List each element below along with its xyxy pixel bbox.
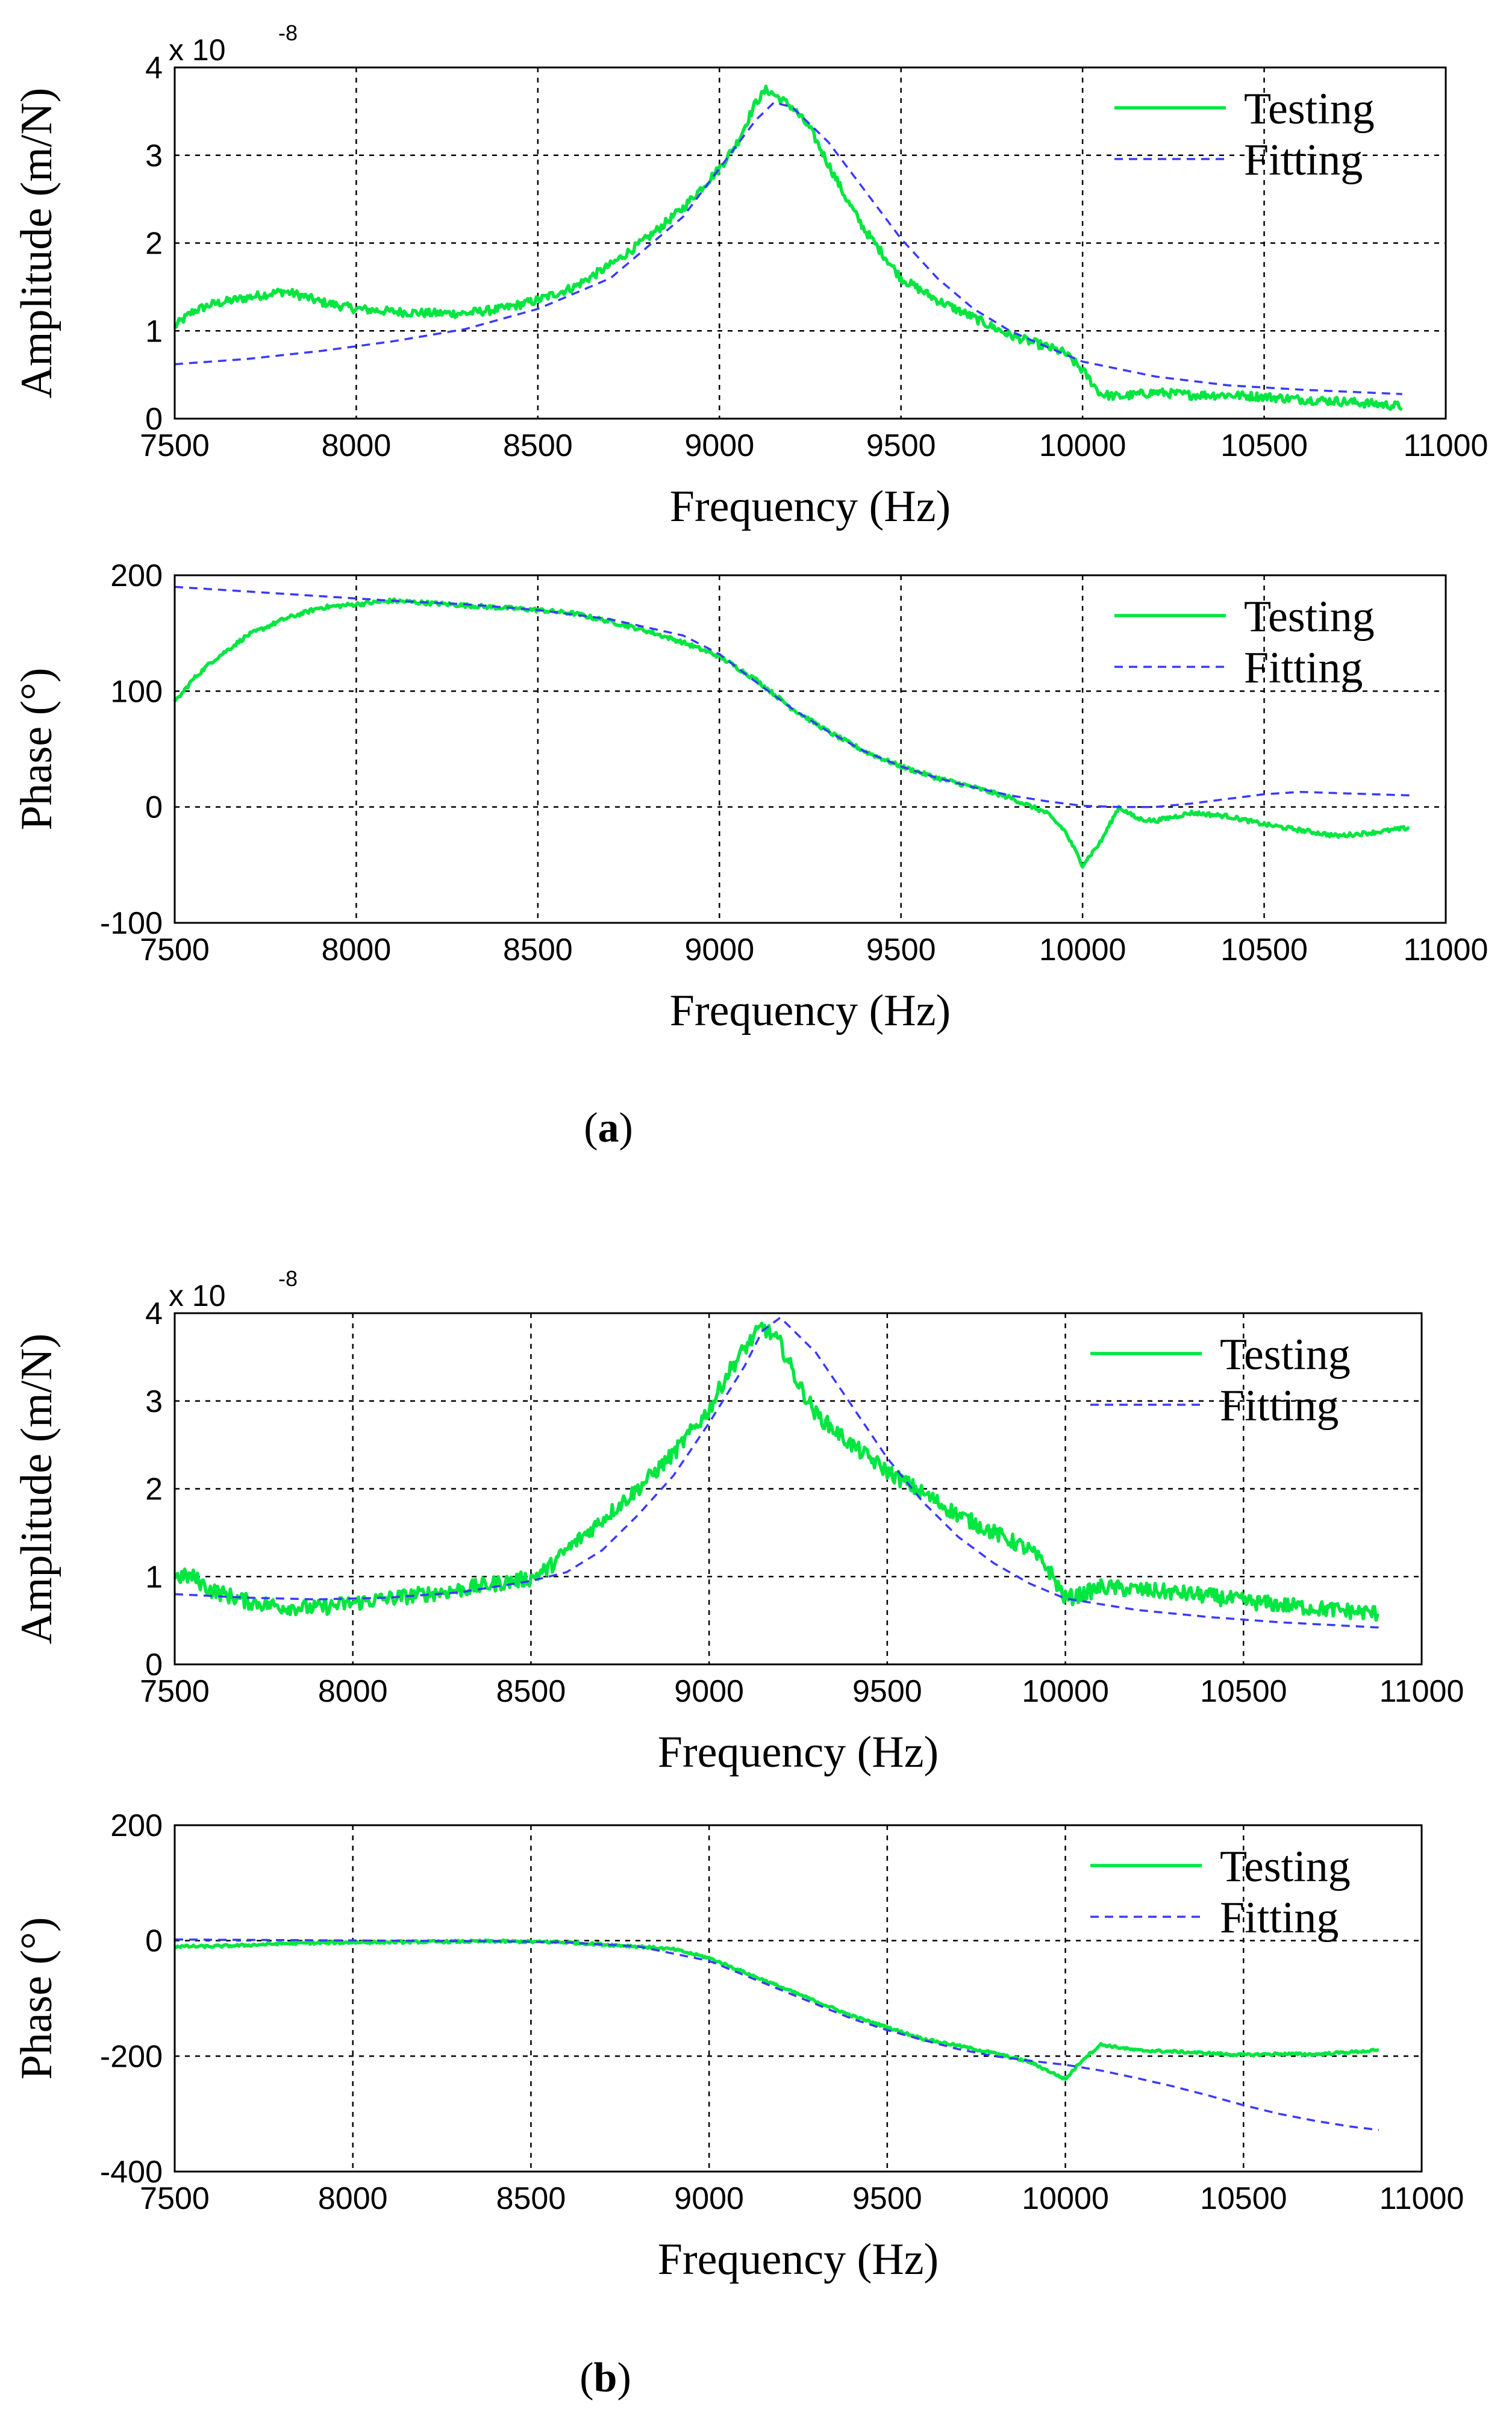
caption-a: (a): [584, 1105, 633, 1151]
y-exponent-power: -8: [278, 1266, 298, 1291]
x-tick-label: 10000: [1022, 2181, 1109, 2216]
x-tick-label: 11000: [1379, 2181, 1464, 2216]
x-tick-label: 7500: [140, 1674, 210, 1709]
legend-label-testing: Testing: [1244, 84, 1375, 134]
series-testing-line: [173, 597, 1410, 869]
x-tick-label: 11000: [1404, 932, 1489, 967]
chart-a-amplitude: 7500 8000 8500 9000 9500 10000 10500 11000 0 1 2 3 4…: [12, 20, 1488, 531]
y-tick-label: 200: [110, 558, 163, 593]
plot-frame: [173, 1824, 1423, 2173]
y-tick-label: 1: [145, 314, 163, 349]
x-tick-label: 10000: [1022, 1674, 1109, 1709]
x-tick-label: 7500: [140, 932, 210, 967]
legend-label-testing: Testing: [1220, 1842, 1351, 1891]
chart-b-phase: 7500 8000 8500 9000 9500 10000 10500 11000 -400 -…: [12, 1808, 1464, 2284]
legend-label-testing: Testing: [1244, 592, 1375, 642]
x-tick-label: 10500: [1220, 428, 1308, 463]
x-tick-label: 10500: [1200, 1674, 1287, 1709]
plot-frame: [173, 1312, 1423, 1666]
y-axis-label: Phase (°): [12, 667, 61, 830]
plot-frame: [173, 66, 1447, 420]
x-tick-label: 8000: [318, 2181, 388, 2216]
x-tick-label: 8500: [496, 1674, 566, 1709]
y-tick-label: 0: [145, 1648, 163, 1682]
legend-label-fitting: Fitting: [1220, 1381, 1339, 1431]
x-tick-label: 9500: [852, 2181, 922, 2216]
x-tick-label: 10000: [1039, 428, 1126, 463]
series-fitting-line: [174, 1316, 1379, 1629]
plots: 7500 8000 8500 9000 9500 10000 10500 1100001234…: [12, 20, 1488, 2284]
x-axis-label: Frequency (Hz): [670, 482, 951, 531]
plot-frame: [173, 574, 1447, 924]
caption-a-letter: a: [598, 1105, 619, 1151]
series-testing-line: [173, 1321, 1380, 1622]
y-tick-label: 0: [145, 402, 163, 437]
y-tick-label: -400: [100, 2155, 163, 2190]
y-exponent-power: -8: [278, 20, 298, 45]
caption-b-letter: b: [594, 2355, 617, 2401]
series-testing-line: [173, 1938, 1379, 2081]
x-tick-label: 11000: [1379, 1674, 1464, 1709]
x-tick-label: 9000: [684, 932, 754, 967]
y-tick-label: 1: [145, 1560, 163, 1594]
x-axis-label: Frequency (Hz): [658, 2235, 939, 2284]
x-tick-label: 10500: [1200, 2181, 1287, 2216]
x-tick-label: 10000: [1039, 932, 1126, 967]
series-testing-line: [173, 84, 1403, 411]
y-exponent-label: x 10: [169, 1279, 226, 1313]
series-fitting-line: [175, 1938, 1379, 2131]
series-fitting-line: [174, 586, 1410, 808]
x-tick-label: 7500: [140, 428, 210, 463]
series-fitting-line: [174, 101, 1402, 395]
y-tick-label: 100: [110, 674, 163, 709]
y-tick-label: 3: [145, 139, 163, 173]
x-tick-label: 8500: [503, 932, 573, 967]
x-tick-label: 9500: [852, 1674, 922, 1709]
x-tick-label: 8000: [318, 1674, 388, 1709]
x-axis-label: Frequency (Hz): [670, 986, 951, 1035]
legend-label-testing: Testing: [1220, 1330, 1351, 1379]
y-tick-label: 4: [145, 1296, 163, 1331]
x-tick-label: 8000: [322, 428, 392, 463]
x-tick-label: 9000: [684, 428, 754, 463]
y-exponent-label: x 10: [169, 33, 226, 67]
x-tick-label: 8000: [322, 932, 392, 967]
y-axis-label: Amplitude (m/N): [12, 1334, 61, 1644]
chart-a-phase: 7500 8000 8500 9000 9500 10000 10500 11000 -100 0…: [12, 558, 1488, 1035]
x-tick-label: 11000: [1404, 428, 1489, 463]
legend-label-fitting: Fitting: [1220, 1893, 1339, 1943]
x-tick-label: 10500: [1220, 932, 1308, 967]
x-tick-label: 8500: [503, 428, 573, 463]
x-tick-label: 9000: [674, 1674, 744, 1709]
y-tick-label: 0: [145, 790, 163, 825]
x-tick-label: 9000: [674, 2181, 744, 2216]
y-tick-label: 0: [145, 1924, 163, 1959]
y-axis-label: Amplitude (m/N): [12, 88, 61, 399]
legend-label-fitting: Fitting: [1244, 643, 1363, 693]
y-tick-label: 3: [145, 1384, 163, 1419]
x-tick-label: 9500: [866, 932, 936, 967]
y-tick-label: -100: [100, 906, 163, 941]
y-tick-label: 2: [145, 226, 163, 261]
y-tick-label: -200: [100, 2039, 163, 2074]
chart-b-amplitude: 7500 8000 8500 9000 9500 10000 10500 11000 0 1 2 3 4…: [12, 1266, 1464, 1777]
caption-b: (b): [579, 2355, 631, 2401]
y-axis-label: Phase (°): [12, 1917, 61, 2079]
x-axis-label: Frequency (Hz): [658, 1728, 939, 1777]
y-tick-label: 200: [110, 1808, 163, 1843]
y-tick-label: 4: [145, 51, 163, 86]
x-tick-label: 9500: [866, 428, 936, 463]
y-tick-label: 2: [145, 1472, 163, 1507]
x-tick-label: 8500: [496, 2181, 566, 2216]
legend-label-fitting: Fitting: [1244, 136, 1363, 185]
x-tick-label: 7500: [140, 2181, 210, 2216]
